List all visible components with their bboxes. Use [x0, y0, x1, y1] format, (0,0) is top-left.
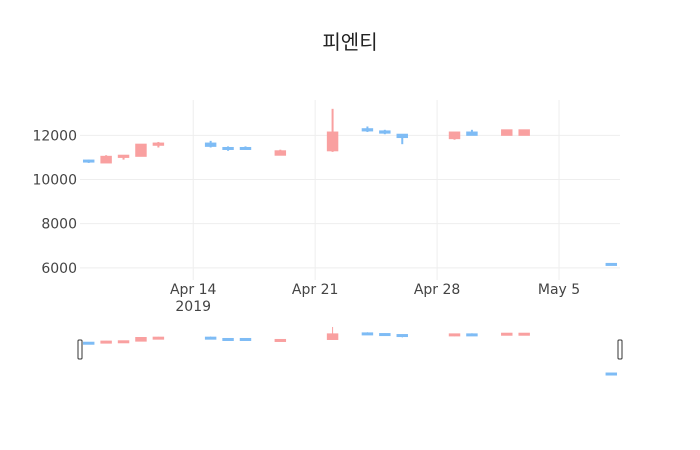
candle[interactable] — [152, 336, 165, 340]
candle[interactable] — [100, 340, 112, 344]
candle[interactable] — [239, 146, 252, 150]
candle[interactable] — [222, 337, 234, 341]
range-slider[interactable] — [77, 326, 623, 376]
candle[interactable] — [117, 154, 130, 160]
candle[interactable] — [501, 332, 513, 336]
y-tick-label: 12000 — [32, 128, 77, 144]
candle[interactable] — [82, 159, 95, 163]
candle[interactable] — [274, 149, 287, 156]
candle[interactable] — [501, 129, 513, 136]
candle[interactable] — [326, 108, 339, 152]
y-tick-label: 10000 — [32, 173, 77, 189]
candle[interactable] — [466, 333, 478, 337]
candle[interactable] — [361, 126, 374, 133]
x-tick-label: May 5 — [538, 282, 580, 298]
y-tick-label: 6000 — [41, 261, 77, 277]
candle[interactable] — [379, 129, 391, 135]
candle[interactable] — [326, 326, 339, 340]
x-tick-label: Apr 28 — [414, 282, 460, 298]
candle[interactable] — [518, 129, 530, 136]
candle[interactable] — [379, 333, 391, 337]
candle[interactable] — [466, 129, 478, 136]
y-axis: 6000 8000 10000 12000 — [32, 128, 77, 277]
plot-area[interactable] — [82, 108, 618, 266]
range-slider-right-handle[interactable] — [617, 339, 623, 360]
x-tick-label: Apr 14 — [170, 282, 217, 298]
candle[interactable] — [135, 337, 147, 342]
candle[interactable] — [222, 146, 234, 151]
candle[interactable] — [605, 262, 618, 266]
candle[interactable] — [396, 334, 408, 338]
chart-title: 피엔티 — [322, 30, 377, 54]
x-tick-label: Apr 21 — [292, 282, 338, 298]
range-slider-left-handle[interactable] — [77, 339, 83, 360]
candle[interactable] — [518, 332, 530, 336]
candle[interactable] — [448, 131, 461, 140]
x-tick-year-label: 2019 — [175, 299, 211, 315]
candle[interactable] — [117, 340, 130, 344]
candle[interactable] — [204, 336, 217, 340]
candle[interactable] — [82, 341, 95, 345]
candle[interactable] — [448, 333, 461, 337]
candle[interactable] — [605, 372, 618, 376]
y-tick-label: 8000 — [41, 217, 77, 233]
candle[interactable] — [396, 133, 408, 145]
candle[interactable] — [361, 332, 374, 336]
grid-lines — [80, 100, 620, 280]
candle[interactable] — [239, 337, 252, 341]
candle[interactable] — [204, 140, 217, 148]
candle[interactable] — [152, 141, 165, 148]
candle[interactable] — [100, 155, 112, 164]
candle[interactable] — [135, 143, 147, 157]
candle[interactable] — [274, 338, 287, 342]
